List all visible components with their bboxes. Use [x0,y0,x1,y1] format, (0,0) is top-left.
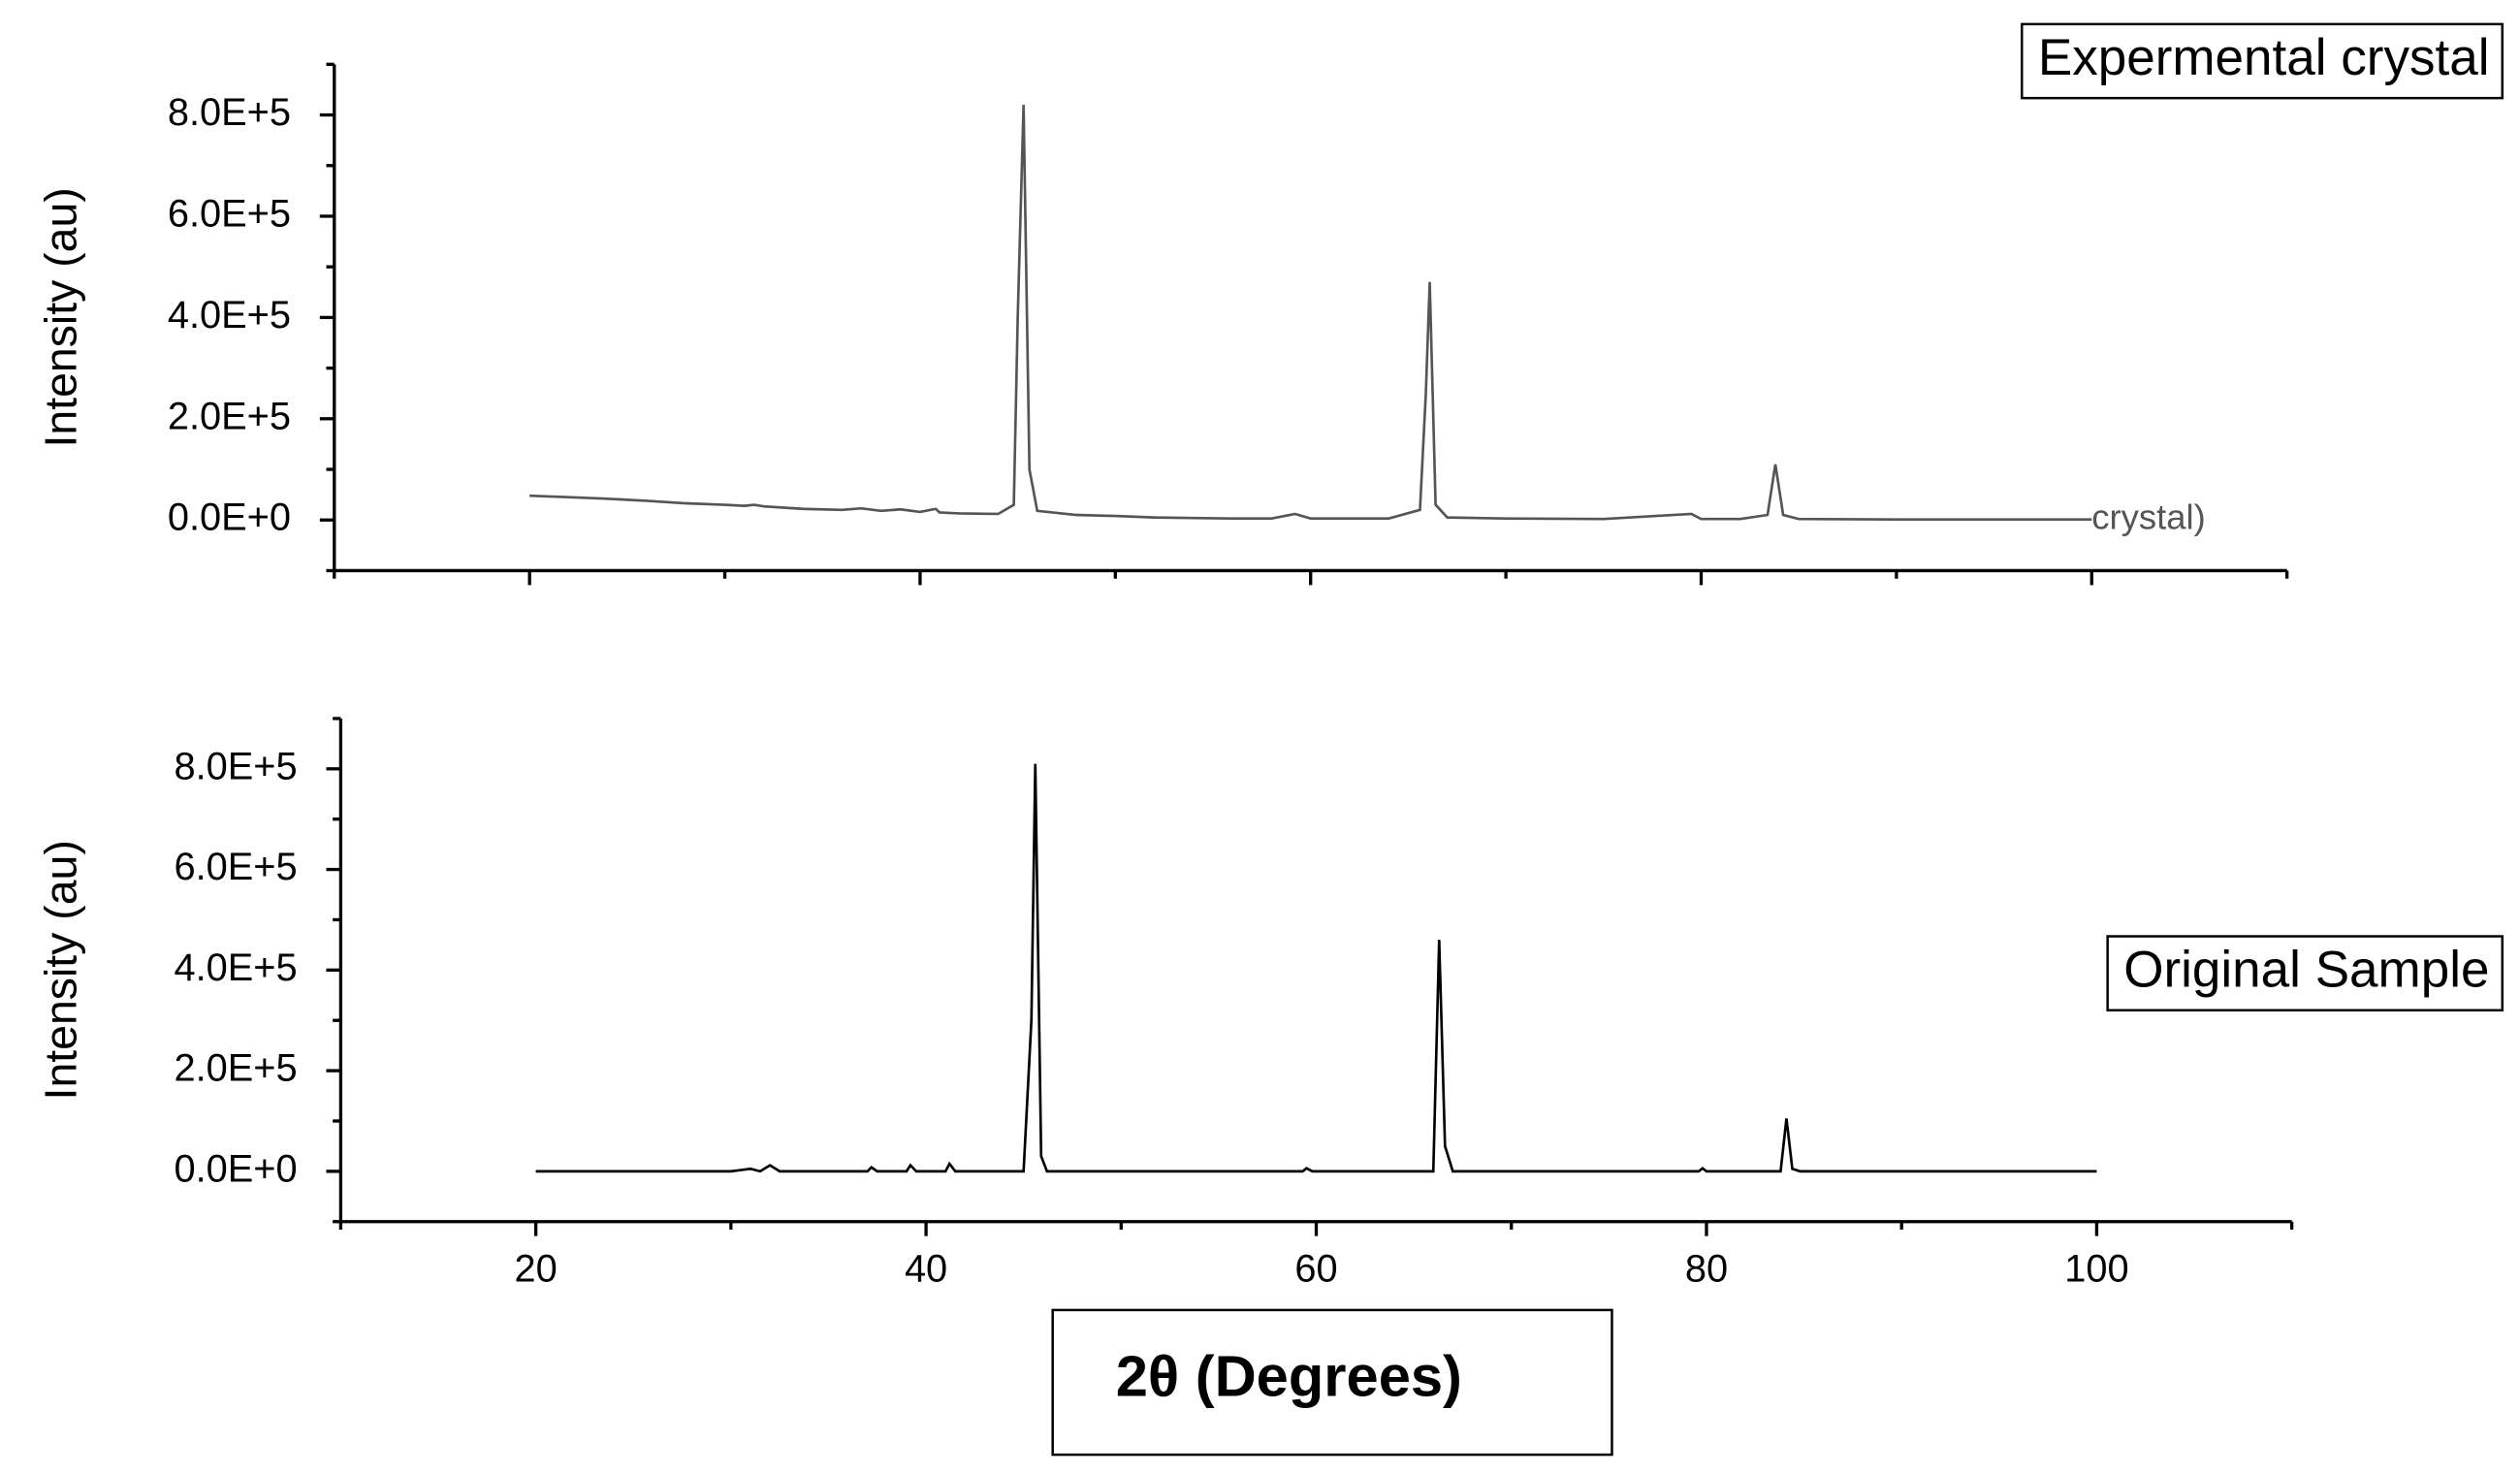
legend-box [2021,22,2504,100]
y-axis-label: Intensity (au) [36,187,86,447]
y-tick-label: 8.0E+5 [168,91,291,134]
y-tick-label: 2.0E+5 [174,1047,297,1090]
y-tick-label: 4.0E+5 [174,946,297,989]
y-axis-label: Intensity (au) [36,840,86,1100]
data-line [529,105,2092,522]
legend-label: Original Sample [2123,942,2489,999]
y-tick-label: 8.0E+5 [174,745,297,787]
x-tick-label: 40 [905,1248,947,1291]
x-tick-label: 20 [515,1248,558,1291]
y-tick-label: 6.0E+5 [168,192,291,235]
y-tick-label: 6.0E+5 [174,846,297,888]
y-tick-label: 0.0E+0 [168,497,291,539]
legend-label: Expermental crystal [2038,29,2490,86]
x-tick-label: 60 [1294,1248,1337,1291]
annotation: crystal) [2091,497,2205,536]
y-tick-label: 4.0E+5 [168,294,291,336]
x-label-box [1051,1308,1613,1457]
data-line [535,763,2097,1173]
y-tick-label: 0.0E+0 [174,1147,297,1190]
legend-box [2106,935,2504,1012]
x-axis-label: 2θ (Degrees) [1116,1344,1462,1409]
x-tick-label: 80 [1685,1248,1728,1291]
y-tick-label: 2.0E+5 [168,395,291,437]
x-tick-label: 100 [2064,1248,2128,1291]
